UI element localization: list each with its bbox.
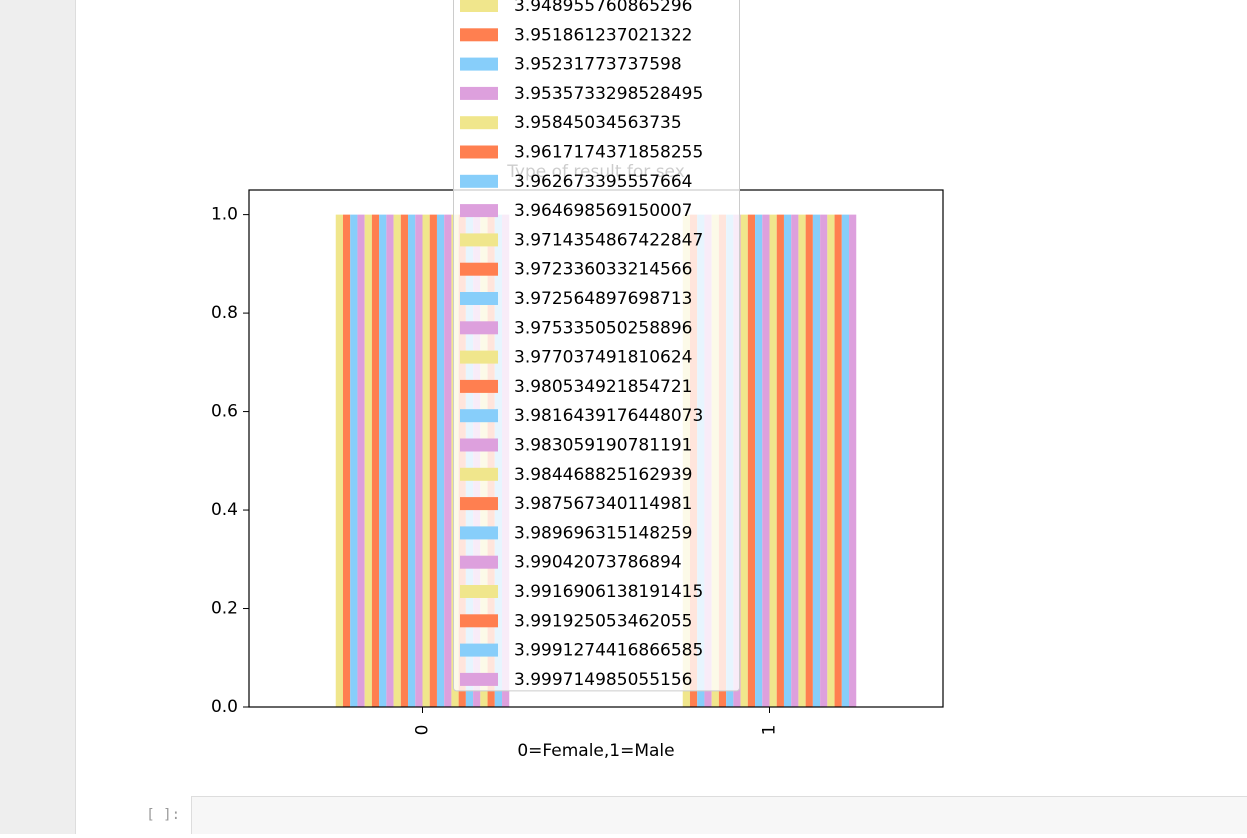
legend-swatch: [460, 28, 498, 41]
legend-label: 3.948955760865296: [514, 0, 692, 16]
legend-label: 3.9991274416866585: [514, 641, 703, 661]
legend-label: 3.9714354867422847: [514, 230, 703, 250]
y-tick-label: 1.0: [211, 205, 238, 225]
bar: [350, 215, 357, 707]
bar: [437, 215, 444, 707]
legend-swatch: [460, 409, 498, 422]
legend-label: 3.991925053462055: [514, 611, 692, 631]
bar: [755, 215, 762, 707]
sidebar: [0, 0, 75, 834]
bar: [379, 215, 386, 707]
x-tick-label: 1: [760, 725, 780, 736]
legend-label: 3.999714985055156: [514, 670, 692, 690]
legend-swatch: [460, 263, 498, 276]
bar: [748, 215, 755, 707]
bar: [386, 215, 393, 707]
y-tick-label: 0.4: [211, 500, 238, 520]
legend-swatch: [460, 87, 498, 100]
bar: [343, 215, 350, 707]
bar: [415, 215, 422, 707]
legend-label: 3.989696315148259: [514, 523, 692, 543]
legend-label: 3.964698569150007: [514, 201, 692, 221]
legend-swatch: [460, 497, 498, 510]
bar: [423, 215, 430, 707]
bar: [408, 215, 415, 707]
legend-label: 3.977037491810624: [514, 348, 692, 368]
legend-swatch: [460, 673, 498, 686]
bar: [835, 215, 842, 707]
bar: [394, 215, 401, 707]
legend-label: 3.962673395557664: [514, 172, 692, 192]
legend-label: 3.972564897698713: [514, 289, 692, 309]
bar: [762, 215, 769, 707]
code-input[interactable]: [192, 797, 1247, 835]
legend-label: 3.983059190781191: [514, 436, 692, 456]
legend-swatch: [460, 614, 498, 627]
legend: 3.948955760865296 3.951861237021322 3.9523…: [454, 0, 740, 691]
chart: 0.00.20.40.60.81.0010=Female,1=MaleType …: [211, 0, 943, 761]
bar: [784, 215, 791, 707]
legend-swatch: [460, 380, 498, 393]
legend-label: 3.95845034563735: [514, 113, 682, 133]
legend-label: 3.95231773737598: [514, 55, 682, 75]
y-tick-label: 0.6: [211, 402, 238, 422]
cell-prompt: [ ]:: [146, 807, 180, 823]
bar: [770, 215, 777, 707]
legend-swatch: [460, 439, 498, 452]
bar: [365, 215, 372, 707]
y-tick-label: 0.2: [211, 599, 238, 619]
bar: [430, 215, 437, 707]
bar: [336, 215, 343, 707]
legend-swatch: [460, 58, 498, 71]
legend-label: 3.972336033214566: [514, 260, 692, 280]
bar: [372, 215, 379, 707]
x-axis-label: 0=Female,1=Male: [517, 741, 674, 761]
legend-label: 3.99042073786894: [514, 553, 682, 573]
legend-swatch: [460, 585, 498, 598]
bar: [401, 215, 408, 707]
legend-swatch: [460, 175, 498, 188]
legend-swatch: [460, 556, 498, 569]
bar: [741, 215, 748, 707]
x-tick-label: 0: [413, 725, 433, 736]
bar: [357, 215, 364, 707]
legend-label: 3.984468825162939: [514, 465, 692, 485]
bar: [820, 215, 827, 707]
bar: [842, 215, 849, 707]
bar: [777, 215, 784, 707]
y-tick-label: 0.8: [211, 303, 238, 323]
legend-swatch: [460, 526, 498, 539]
bar: [791, 215, 798, 707]
legend-swatch: [460, 644, 498, 657]
legend-label: 3.951861237021322: [514, 25, 692, 45]
bar: [827, 215, 834, 707]
legend-swatch: [460, 292, 498, 305]
bar: [806, 215, 813, 707]
legend-label: 3.9916906138191415: [514, 582, 703, 602]
bar: [798, 215, 805, 707]
legend-label: 3.9816439176448073: [514, 406, 703, 426]
bar: [444, 215, 451, 707]
bar: [849, 215, 856, 707]
legend-label: 3.9535733298528495: [514, 84, 703, 104]
legend-swatch: [460, 468, 498, 481]
legend-swatch: [460, 351, 498, 364]
legend-swatch: [460, 146, 498, 159]
legend-label: 3.987567340114981: [514, 494, 692, 514]
legend-swatch: [460, 0, 498, 12]
legend-label: 3.9617174371858255: [514, 143, 703, 163]
bar: [813, 215, 820, 707]
legend-swatch: [460, 321, 498, 334]
y-tick-label: 0.0: [211, 697, 238, 717]
legend-swatch: [460, 233, 498, 246]
legend-label: 3.975335050258896: [514, 318, 692, 338]
legend-swatch: [460, 116, 498, 129]
legend-label: 3.980534921854721: [514, 377, 692, 397]
legend-swatch: [460, 204, 498, 217]
